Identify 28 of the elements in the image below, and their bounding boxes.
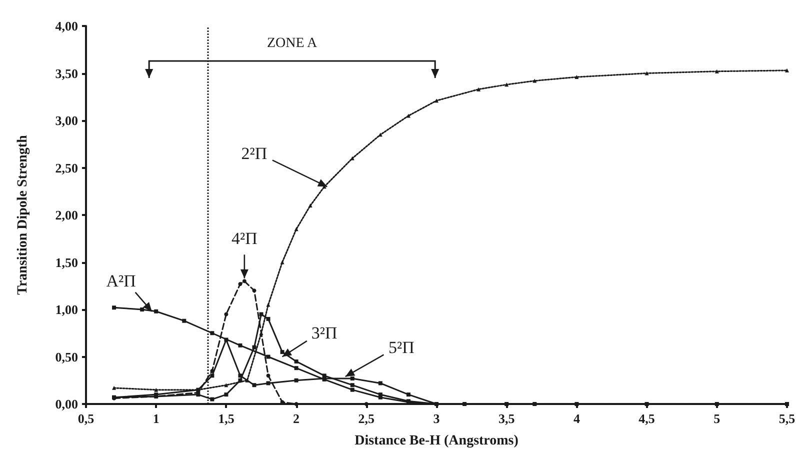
x-tick-label: 1: [152, 411, 160, 426]
y-axis-title: Transition Dipole Strength: [16, 134, 30, 295]
x-tick-label: 2,5: [358, 411, 376, 426]
text: 2²Π: [241, 144, 268, 164]
x-tick-label: 3: [433, 411, 440, 426]
y-tick-label: 3,00: [55, 113, 78, 128]
x-tick-label: 4: [573, 411, 580, 426]
x-tick-label: 0,5: [78, 411, 95, 426]
y-tick-label: 1,00: [55, 302, 78, 317]
x-tick-label: 1,5: [218, 411, 235, 426]
y-tick-label: 3,50: [55, 66, 78, 81]
x-tick-label: 4,5: [638, 411, 656, 426]
y-tick-label: 4,00: [55, 18, 78, 34]
x-tick-label: 2: [293, 411, 300, 426]
series-label: 5²Π: [388, 338, 414, 357]
x-tick-label: 5: [714, 411, 721, 426]
annotation: ZONE A: [267, 36, 318, 51]
series-label: A²Π: [106, 272, 136, 291]
y-tick-label: 2,50: [55, 160, 78, 176]
y-tick-label: 2,00: [55, 208, 78, 222]
series-label: 3²Π: [311, 324, 338, 343]
x-tick-label: 3,5: [498, 411, 516, 426]
series-label: 4²Π: [231, 229, 258, 248]
x-tick-label: 5,5: [778, 411, 796, 426]
x-axis-title: Distance Be-H (Angstroms): [354, 434, 519, 448]
y-tick-label: 0,00: [55, 396, 78, 412]
y-tick-label: 0,50: [55, 349, 78, 364]
y-tick-label: 1,50: [55, 254, 78, 270]
